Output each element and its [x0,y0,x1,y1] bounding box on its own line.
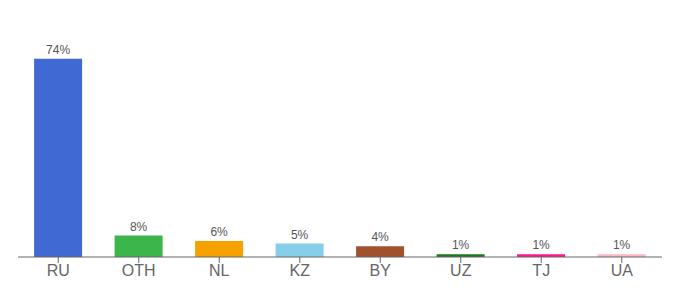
svg-text:8%: 8% [130,220,148,234]
svg-text:NL: NL [209,262,230,279]
svg-text:1%: 1% [613,238,631,252]
svg-text:TJ: TJ [532,262,550,279]
svg-text:UA: UA [611,262,634,279]
svg-text:1%: 1% [532,238,550,252]
svg-text:1%: 1% [452,238,470,252]
svg-text:RU: RU [47,262,70,279]
svg-text:OTH: OTH [122,262,156,279]
svg-text:UZ: UZ [450,262,472,279]
svg-text:74%: 74% [46,43,70,57]
svg-text:KZ: KZ [290,262,311,279]
svg-text:6%: 6% [210,225,228,239]
svg-text:5%: 5% [291,228,309,242]
svg-text:4%: 4% [371,230,389,244]
svg-text:BY: BY [370,262,392,279]
